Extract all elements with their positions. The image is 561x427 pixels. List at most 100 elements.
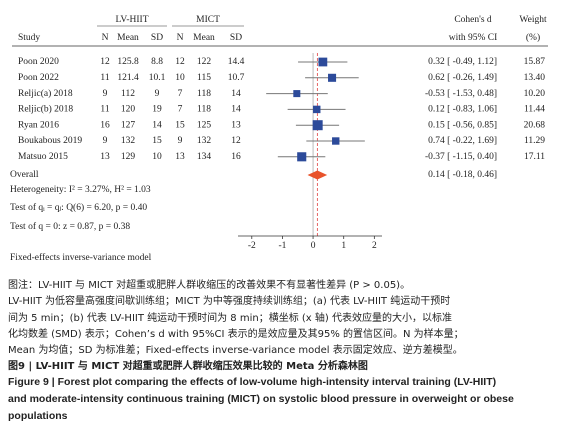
- forest-plot: LV-HIIT MICT N Mean SD N Mean SD Study Cohen's d w…: [10, 15, 548, 263]
- column-header: N: [102, 33, 109, 43]
- table-cell: 9: [103, 136, 108, 146]
- table-cell: 14: [231, 105, 241, 115]
- caption-note: 图注：LV-HIIT 与 MICT 对超重或肥胖人群收缩压的改善效果不有显著性差…: [8, 280, 411, 291]
- x-tick-label: -2: [248, 241, 256, 251]
- table-cell: 121.4: [117, 73, 139, 83]
- weight-label: 13.40: [524, 73, 546, 83]
- column-header: with 95% CI: [449, 33, 498, 43]
- table-cell: 12: [100, 57, 110, 67]
- column-header: N: [177, 33, 184, 43]
- table-cell: 16: [100, 120, 110, 130]
- caption-note: 化均数差 (SMD) 表示；Cohen’s d with 95%CI 表示的是效…: [8, 328, 464, 340]
- effect-label: -0.53 [ -1.53, 0.48]: [425, 89, 497, 99]
- overall-diamond: [307, 170, 328, 180]
- table-cell: 125: [197, 120, 212, 130]
- table-cell: 11: [100, 73, 109, 83]
- study-name: Poon 2022: [18, 73, 59, 83]
- column-header: Mean: [117, 33, 139, 43]
- study-name: Poon 2020: [18, 57, 59, 67]
- table-cell: 132: [121, 136, 136, 146]
- model-note: Fixed-effects inverse-variance model: [10, 252, 152, 263]
- effect-label: -0.37 [ -1.15, 0.40]: [425, 152, 497, 162]
- table-cell: 14.4: [228, 57, 245, 67]
- study-name: Ryan 2016: [18, 120, 59, 130]
- column-header: Mean: [193, 33, 215, 43]
- table-cell: 125.8: [117, 57, 139, 67]
- study-name: Boukabous 2019: [18, 136, 82, 146]
- study-name: Reljic(b) 2018: [18, 104, 73, 115]
- caption-note: LV-HIIT 为低容量高强度间歇训练组；MICT 为中等强度持续训练组；(a)…: [8, 296, 451, 308]
- effect-label: 0.12 [ -0.83, 1.06]: [428, 105, 497, 115]
- table-cell: 112: [121, 89, 135, 99]
- effect-square: [313, 105, 321, 114]
- effect-label: 0.15 [ -0.56, 0.85]: [428, 120, 497, 130]
- table-cell: 118: [197, 89, 211, 99]
- table-cell: 12: [175, 57, 185, 67]
- table-cell: 9: [103, 89, 108, 99]
- table-cell: 134: [197, 152, 212, 162]
- caption-title-en: populations: [8, 410, 68, 422]
- table-cell: 115: [197, 73, 211, 83]
- table-cell: 13: [231, 120, 241, 130]
- study-name: Matsuo 2015: [18, 152, 68, 162]
- weight-label: 10.20: [524, 89, 546, 99]
- overall-effect: 0.14 [ -0.18, 0.46]: [428, 170, 497, 180]
- x-tick-label: 0: [311, 241, 316, 251]
- table-cell: 8.8: [151, 57, 163, 67]
- effect-square: [318, 57, 328, 67]
- table-cell: 9: [155, 89, 160, 99]
- table-cell: 15: [175, 120, 185, 130]
- weight-label: 20.68: [524, 120, 546, 130]
- table-cell: 122: [197, 57, 212, 67]
- effect-square: [297, 152, 307, 162]
- table-cell: 15: [152, 136, 162, 146]
- table-cell: 14: [152, 120, 162, 130]
- effect-label: 0.74 [ -0.22, 1.69]: [428, 136, 497, 146]
- table-cell: 12: [231, 136, 241, 146]
- table-cell: 132: [197, 136, 212, 146]
- caption-note: Mean 为均值；SD 为标准差；Fixed-effects inverse-v…: [8, 345, 463, 357]
- overall-label: Overall: [10, 170, 39, 180]
- test-note: Test of qᵢ = qⱼ: Q(6) = 6.20, p = 0.40: [10, 202, 147, 213]
- table-cell: 10: [152, 152, 162, 162]
- caption-title-cn: 图9 | LV-HIIT 与 MICT 对超重或肥胖人群收缩压效果比较的 Met…: [8, 361, 368, 372]
- caption-title-en: Figure 9 | Forest plot comparing the eff…: [8, 376, 497, 388]
- effect-label: 0.32 [ -0.49, 1.12]: [428, 57, 497, 67]
- effect-square: [312, 120, 323, 131]
- column-header: Cohen's d: [454, 15, 492, 25]
- table-cell: 120: [121, 105, 136, 115]
- table-cell: 118: [197, 105, 211, 115]
- table-cell: 10: [175, 73, 185, 83]
- table-cell: 10.7: [228, 73, 245, 83]
- table-cell: 10.1: [149, 73, 166, 83]
- table-cell: 129: [121, 152, 136, 162]
- weight-label: 11.29: [524, 136, 545, 146]
- table-cell: 14: [231, 89, 241, 99]
- table-cell: 9: [178, 136, 183, 146]
- table-cell: 7: [178, 89, 183, 99]
- caption-note: 间为 5 min；(b) 代表 LV-HIIT 纯运动干预时间为 8 min；横…: [8, 312, 452, 324]
- table-cell: 13: [175, 152, 185, 162]
- column-header: Weight: [519, 15, 547, 25]
- x-tick-label: 2: [372, 241, 377, 251]
- test-note: Heterogeneity: I² = 3.27%, H² = 1.03: [10, 185, 151, 195]
- table-cell: 16: [231, 152, 241, 162]
- effect-square: [332, 137, 340, 145]
- table-cell: 19: [152, 105, 162, 115]
- column-header: SD: [230, 33, 242, 43]
- table-cell: 13: [100, 152, 110, 162]
- effect-square: [328, 73, 337, 82]
- caption-title-en: and moderate-intensity continuous traini…: [8, 393, 514, 405]
- effect-label: 0.62 [ -0.26, 1.49]: [428, 73, 497, 83]
- x-tick-label: 1: [341, 241, 346, 251]
- effect-square: [293, 90, 301, 98]
- group-header: LV-HIIT: [115, 15, 148, 25]
- weight-label: 17.11: [524, 152, 545, 162]
- weight-label: 15.87: [524, 57, 546, 67]
- table-cell: 7: [178, 105, 183, 115]
- test-note: Test of q = 0: z = 0.87, p = 0.38: [10, 221, 130, 232]
- group-header: MICT: [196, 15, 220, 25]
- table-cell: 11: [100, 105, 109, 115]
- weight-label: 11.44: [524, 105, 545, 115]
